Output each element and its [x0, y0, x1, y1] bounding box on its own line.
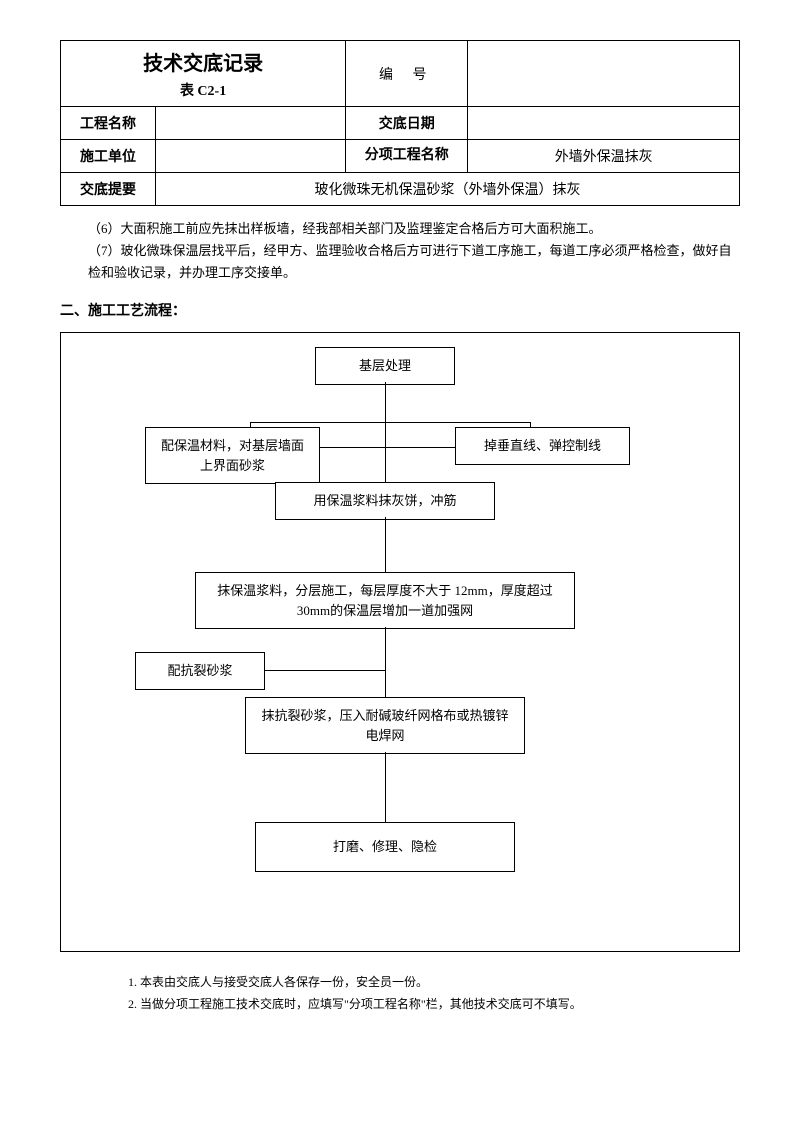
flow-box-b2a: 配保温材料，对基层墙面上界面砂浆 [145, 427, 320, 484]
vline-4 [385, 627, 386, 697]
unit-label: 施工单位 [61, 140, 156, 173]
vline-1 [385, 382, 386, 422]
title-main: 技术交底记录 [69, 47, 337, 76]
vline-3 [385, 517, 386, 572]
subproject-value: 外墙外保温抹灰 [468, 140, 740, 173]
code-label: 编 号 [346, 41, 468, 107]
date-value [468, 107, 740, 140]
flow-box-b3: 用保温浆料抹灰饼，冲筋 [275, 482, 495, 520]
project-name-value [156, 107, 346, 140]
footer-note-1: 本表由交底人与接受交底人各保存一份，安全员一份。 [140, 972, 740, 994]
notes-section: （6）大面积施工前应先抹出样板墙，经我部相关部门及监理鉴定合格后方可大面积施工。… [60, 218, 740, 284]
note-7: （7）玻化微珠保温层找平后，经甲方、监理验收合格后方可进行下道工序施工，每道工序… [88, 240, 740, 284]
flow-box-b1: 基层处理 [315, 347, 455, 385]
hline-split [250, 422, 530, 423]
subproject-label: 分项工程名称 [346, 140, 468, 173]
flow-box-b4: 抹保温浆料，分层施工，每层厚度不大于 12mm，厚度超过 30mm的保温层增加一… [195, 572, 575, 629]
flow-box-b5: 配抗裂砂浆 [135, 652, 265, 690]
flowchart: 基层处理 配保温材料，对基层墙面上界面砂浆 掉垂直线、弹控制线 用保温浆料抹灰饼… [60, 332, 740, 952]
footer-note-2: 当做分项工程施工技术交底时，应填写"分项工程名称"栏，其他技术交底可不填写。 [140, 994, 740, 1016]
note-6: （6）大面积施工前应先抹出样板墙，经我部相关部门及监理鉴定合格后方可大面积施工。 [88, 218, 740, 240]
vline-mid [385, 422, 386, 482]
code-value [468, 41, 740, 107]
hline-b5 [265, 670, 385, 671]
hline-b2b [385, 447, 455, 448]
flow-box-b7: 打磨、修理、隐检 [255, 822, 515, 872]
title-sub: 表 C2-1 [180, 84, 226, 99]
hline-b2a [320, 447, 385, 448]
header-table: 技术交底记录 表 C2-1 编 号 工程名称 交底日期 施工单位 分项工程名称 … [60, 40, 740, 206]
summary-label: 交底提要 [61, 173, 156, 206]
flow-box-b2b: 掉垂直线、弹控制线 [455, 427, 630, 465]
project-name-label: 工程名称 [61, 107, 156, 140]
vline-6 [385, 752, 386, 822]
footer-notes: 本表由交底人与接受交底人各保存一份，安全员一份。 当做分项工程施工技术交底时，应… [60, 972, 740, 1015]
flow-box-b6: 抹抗裂砂浆，压入耐碱玻纤网格布或热镀锌电焊网 [245, 697, 525, 754]
unit-value [156, 140, 346, 173]
title-cell: 技术交底记录 表 C2-1 [61, 41, 346, 107]
summary-value: 玻化微珠无机保温砂浆（外墙外保温）抹灰 [156, 173, 740, 206]
date-label: 交底日期 [346, 107, 468, 140]
section2-title: 二、施工工艺流程： [60, 300, 740, 320]
